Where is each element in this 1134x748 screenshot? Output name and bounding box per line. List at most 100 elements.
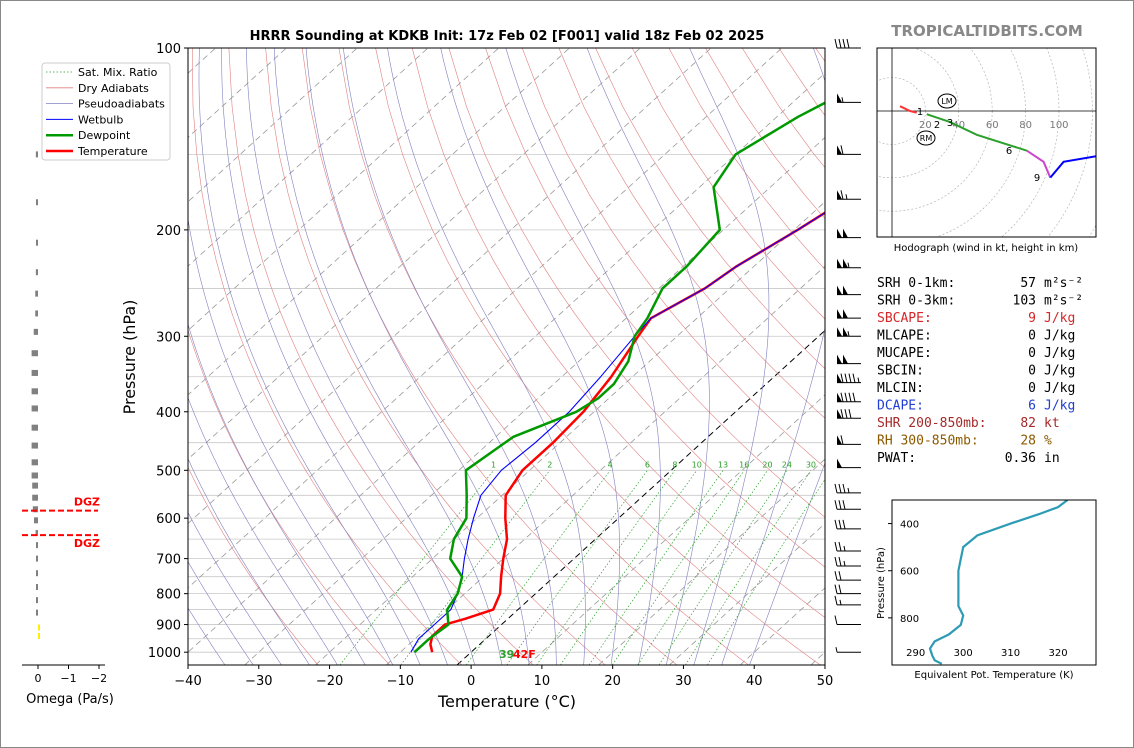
storm-motion-label: LM xyxy=(941,97,952,106)
mixing-ratio-line xyxy=(685,470,812,665)
wind-barb xyxy=(834,541,861,552)
omega-bar xyxy=(35,269,38,276)
isotherm-line xyxy=(188,48,783,589)
isotherm-line xyxy=(188,72,825,653)
omega-ticks: 0 −1 −2 xyxy=(35,665,107,685)
hodograph-height-label: 2 xyxy=(934,120,940,131)
wind-barb xyxy=(837,373,861,384)
pseudoadiabat xyxy=(273,48,503,665)
legend-label: Temperature xyxy=(77,145,148,158)
omega-bar xyxy=(36,584,38,591)
omega-bar xyxy=(38,632,40,639)
y-tick-label: 300 xyxy=(156,330,181,345)
site-watermark: TROPICALTIDBITS.COM xyxy=(891,22,1083,40)
dry-adiabat xyxy=(375,48,821,665)
legend-label: Dewpoint xyxy=(78,129,131,142)
omega-bar xyxy=(36,609,38,616)
dry-adiabat xyxy=(631,48,825,320)
surface-temperature-label: 42F xyxy=(513,648,536,661)
omega-bar xyxy=(35,530,38,537)
pseudoadiabat xyxy=(188,457,310,665)
index-unit: m²s⁻² xyxy=(1044,276,1083,291)
x-tick-label: 20 xyxy=(604,674,621,689)
index-label: RH 300-850mb: xyxy=(877,434,979,449)
index-row: PWAT: 0.36 in xyxy=(877,451,1060,466)
omega-bar xyxy=(31,405,38,412)
skewt-ylabel: Pressure (hPa) xyxy=(120,300,139,415)
pseudoadiabat xyxy=(387,48,586,665)
hodograph-segment xyxy=(1026,149,1052,178)
pseudoadiabat xyxy=(188,511,282,665)
hodograph-height-label: 9 xyxy=(1034,173,1040,184)
thetae-x-tick-label: 310 xyxy=(1001,648,1020,659)
wind-barb xyxy=(834,38,861,49)
hodograph-ring-label: 60 xyxy=(986,120,999,131)
surface-dewpoint-label: 39 xyxy=(499,648,514,661)
mixing-ratio-line xyxy=(612,470,745,665)
omega-bar xyxy=(35,310,38,317)
hodograph-height-label: 1 xyxy=(917,107,923,118)
dry-adiabat xyxy=(778,48,825,116)
index-unit: m²s⁻² xyxy=(1044,294,1083,309)
isotherm-line xyxy=(669,522,825,665)
storm-motion-marker xyxy=(916,130,936,146)
thetae-ticks: 290 300 310 320 400 600 800 xyxy=(888,520,1068,659)
y-tick-label: 100 xyxy=(156,42,181,57)
index-label: MLCAPE: xyxy=(877,329,932,344)
wind-barb xyxy=(834,571,861,581)
index-label: SHR 200-850mb: xyxy=(877,416,987,431)
mixing-ratio-line xyxy=(465,470,611,665)
mixing-ratio-label: 8 xyxy=(672,460,677,469)
index-row: SBCAPE: 9 J/kg xyxy=(877,311,1075,326)
index-value: 82 xyxy=(1020,416,1036,431)
mixing-ratio-line xyxy=(637,470,768,665)
legend-label: Sat. Mix. Ratio xyxy=(78,66,158,79)
storm-motion-marker xyxy=(937,93,957,109)
index-label: SRH 0-1km: xyxy=(877,276,955,291)
hodograph-ring-label: 100 xyxy=(1049,120,1068,131)
mixing-ratio-label: 16 xyxy=(739,460,749,469)
index-label: SBCIN: xyxy=(877,364,924,379)
mixing-ratio-label: 36 xyxy=(826,460,836,469)
skewt-xlabel: Temperature (°C) xyxy=(437,692,576,711)
pseudoadiabat xyxy=(188,217,394,665)
index-row: SRH 0-3km: 103 m²s⁻² xyxy=(877,294,1083,309)
isotherm-line xyxy=(188,48,570,396)
omega-bar xyxy=(35,290,38,297)
y-tick-label: 700 xyxy=(156,553,181,568)
wind-barb xyxy=(837,93,861,103)
series-wetbulb-line xyxy=(410,212,825,653)
wind-barb xyxy=(834,519,861,530)
isotherm-line xyxy=(188,48,358,203)
index-value: 28 xyxy=(1020,434,1036,449)
index-unit: % xyxy=(1044,434,1052,449)
x-tick-label: −40 xyxy=(174,674,201,689)
wind-barb xyxy=(834,584,861,595)
omega-bar xyxy=(35,151,38,158)
mixing-ratio-line xyxy=(658,470,788,665)
pseudoadiabat xyxy=(188,396,338,665)
omega-bar xyxy=(31,472,38,479)
legend-label: Pseudoadiabats xyxy=(78,98,165,111)
mixing-ratio-line xyxy=(400,470,551,665)
index-label: DCAPE: xyxy=(877,399,924,414)
hodograph-segment xyxy=(926,113,1028,152)
isotherm-line xyxy=(244,136,825,665)
index-value: 0 xyxy=(1028,381,1036,396)
chart-title: HRRR Sounding at KDKB Init: 17z Feb 02 [… xyxy=(250,29,765,44)
mixing-ratio-label: 13 xyxy=(718,460,728,469)
dgz-label: DGZ xyxy=(74,537,100,550)
thetae-frame xyxy=(891,499,1097,666)
index-unit: J/kg xyxy=(1044,329,1075,344)
index-row: RH 300-850mb: 28% xyxy=(877,434,1052,449)
wind-barb xyxy=(837,435,861,445)
mixing-ratio-line xyxy=(506,470,648,665)
hodograph-height-label: 6 xyxy=(1006,146,1012,157)
wind-barb xyxy=(837,409,861,419)
y-tick-label: 1000 xyxy=(148,646,181,661)
dry-adiabat xyxy=(188,328,391,665)
wind-barb xyxy=(837,285,861,296)
omega-bar xyxy=(36,570,38,577)
